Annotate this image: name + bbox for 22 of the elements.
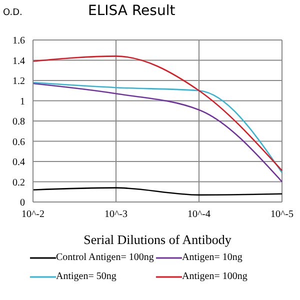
legend-label: Control Antigen= 100ng: [56, 252, 154, 263]
y-tick-label: 1.2: [12, 76, 25, 88]
y-axis-title: O.D.: [3, 8, 22, 18]
line-series: [32, 187, 283, 196]
y-tick-label: 0: [20, 198, 25, 209]
legend-label: Antigen= 10ng: [182, 252, 242, 263]
x-tick-label: 10^-5: [270, 209, 294, 220]
y-tick-label: 1.6: [12, 36, 25, 47]
y-tick-label: 0.8: [12, 116, 25, 128]
x-tick-label: 10^-2: [21, 209, 45, 220]
line-series: [32, 56, 283, 172]
y-tick-label: 0.6: [12, 136, 25, 148]
legend-label: Antigen= 50ng: [56, 271, 116, 282]
y-tick-label: 0.4: [12, 157, 25, 168]
x-tick-label: 10^-4: [187, 209, 211, 220]
chart-title: ELISA Result: [88, 3, 176, 19]
y-tick-label: 0.2: [12, 177, 25, 188]
x-axis-title: Serial Dilutions of Antibody: [84, 232, 232, 247]
x-tick-label: 10^-3: [104, 209, 128, 220]
y-tick-label: 1: [20, 96, 25, 108]
legend-label: Antigen= 100ng: [182, 271, 248, 282]
y-tick-label: 1.4: [12, 56, 25, 67]
